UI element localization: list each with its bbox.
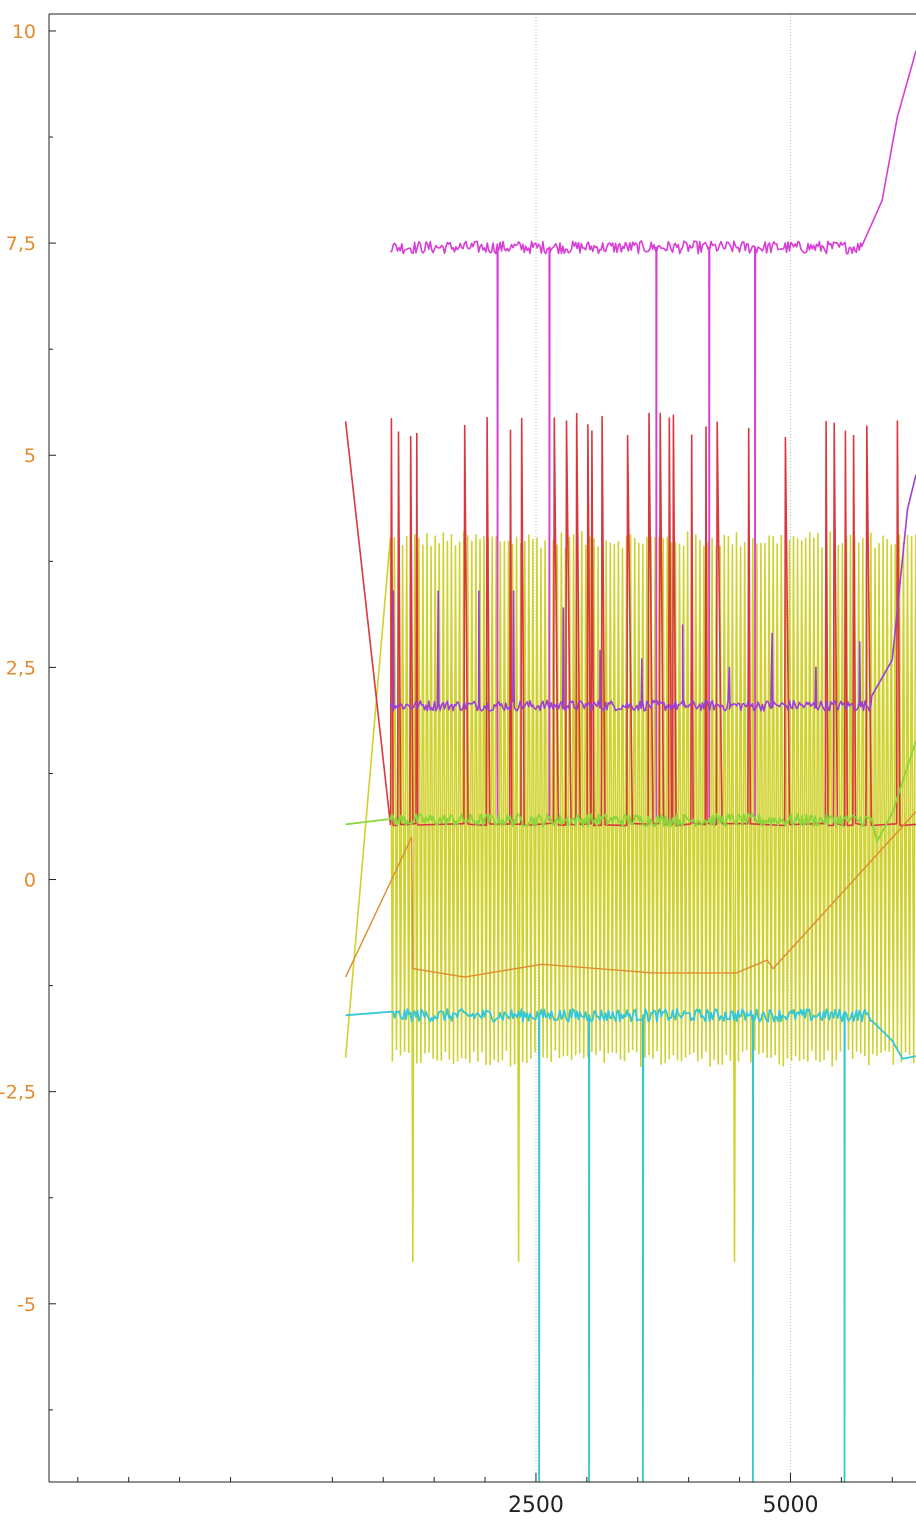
x-tick-label: 5000	[762, 1493, 818, 1518]
series-line-5	[389, 474, 916, 712]
series-line-4	[390, 50, 916, 821]
series-line-6	[345, 740, 916, 843]
series-line-3	[344, 811, 916, 978]
axes	[48, 13, 916, 1483]
x-tick-label: 2500	[508, 1493, 564, 1518]
y-tick-label: 5	[24, 445, 36, 467]
y-axis-ticks: 10 7,5 5 2,5 0 -2,5 -5	[0, 21, 56, 1411]
y-tick-label: 2,5	[6, 657, 36, 679]
y-tick-label: -5	[17, 1294, 36, 1316]
y-tick-label: 10	[12, 21, 36, 43]
series-line-7	[345, 1008, 916, 1483]
series-layer	[344, 50, 916, 1483]
y-tick-label: 0	[24, 870, 36, 892]
x-axis-ticks: 2500 5000	[77, 1473, 893, 1518]
y-tick-label: -2,5	[0, 1082, 36, 1104]
y-tick-label: 7,5	[6, 233, 36, 255]
